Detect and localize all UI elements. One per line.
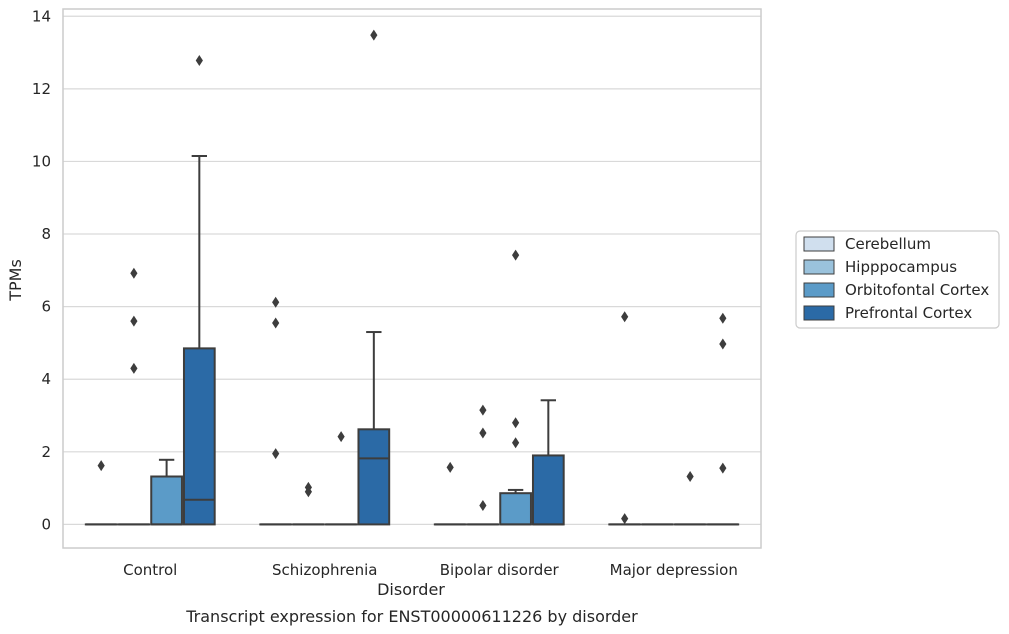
- y-tick-label: 14: [32, 7, 51, 25]
- box-group: [466, 404, 500, 526]
- y-tick-label: 10: [32, 152, 51, 170]
- box-group: [673, 470, 707, 526]
- box-group: [499, 249, 532, 526]
- y-axis-title: TPMs: [6, 259, 25, 302]
- box-group: [706, 312, 740, 526]
- box-group: [433, 461, 467, 526]
- box: [150, 475, 183, 526]
- legend-label: Cerebellum: [845, 235, 931, 253]
- outlier-point: [195, 55, 203, 67]
- plot-frame: [62, 8, 762, 549]
- outlier-point: [130, 315, 138, 327]
- box: [182, 347, 216, 526]
- outlier-point: [686, 470, 694, 482]
- x-axis-ticks: Control Schizophrenia Bipolar disorder Majo…: [123, 561, 738, 579]
- box-group: [84, 460, 118, 526]
- y-tick-label: 8: [41, 225, 51, 243]
- legend-label: Orbitofontal Cortex: [845, 281, 989, 299]
- outlier-point: [512, 437, 520, 449]
- legend: Cerebellum Hipppocampus Orbitofontal Corte…: [795, 230, 1000, 329]
- y-tick-label: 0: [41, 515, 51, 533]
- legend-label: Prefrontal Cortex: [845, 304, 972, 322]
- x-tick-label: Bipolar disorder: [440, 561, 560, 579]
- outlier-point: [479, 427, 487, 439]
- y-tick-label: 4: [41, 370, 51, 388]
- box-group: [259, 296, 293, 526]
- outlier-point: [272, 317, 280, 329]
- legend-swatch: [803, 236, 835, 252]
- y-axis-ticks: 0 2 4 6 8 10 12 14: [32, 7, 51, 533]
- outlier-point: [479, 500, 487, 512]
- outlier-point: [719, 338, 727, 350]
- box-group: [150, 458, 183, 526]
- outlier-point: [370, 29, 378, 41]
- outlier-point: [479, 404, 487, 416]
- outlier-point: [337, 431, 345, 443]
- box-group: [292, 481, 325, 526]
- outlier-point: [446, 461, 454, 473]
- legend-swatch: [803, 259, 835, 275]
- outlier-point: [272, 296, 280, 308]
- legend-swatch: [803, 305, 835, 321]
- legend-label: Hipppocampus: [845, 258, 957, 276]
- legend-box: [795, 230, 1000, 329]
- chart-caption: Transcript expression for ENST0000061122…: [185, 607, 638, 626]
- outlier-point: [130, 267, 138, 279]
- y-tick-label: 2: [41, 443, 51, 461]
- outlier-point: [130, 362, 138, 374]
- y-tick-label: 12: [32, 80, 51, 98]
- x-axis-title: Disorder: [377, 580, 445, 599]
- x-tick-label: Schizophrenia: [272, 561, 377, 579]
- outlier-point: [719, 462, 727, 474]
- box-group: [117, 267, 151, 526]
- box-group: [357, 29, 391, 526]
- outlier-point: [304, 486, 312, 498]
- outlier-point: [97, 460, 105, 472]
- legend-swatch: [803, 282, 835, 298]
- outlier-point: [621, 513, 629, 525]
- outlier-point: [621, 311, 629, 323]
- y-tick-label: 6: [41, 298, 51, 316]
- outlier-point: [512, 417, 520, 429]
- box-marks: [84, 29, 740, 526]
- box: [357, 428, 391, 526]
- box-group: [608, 311, 642, 526]
- x-tick-label: Control: [123, 561, 177, 579]
- grid-lines: [63, 15, 761, 526]
- box-group: [182, 55, 216, 526]
- x-tick-label: Major depression: [610, 561, 738, 579]
- box-group: [324, 431, 358, 526]
- box: [531, 454, 565, 526]
- outlier-point: [719, 312, 727, 324]
- box: [499, 492, 532, 526]
- outlier-point: [272, 448, 280, 460]
- box-group: [531, 399, 565, 526]
- outlier-point: [512, 249, 520, 261]
